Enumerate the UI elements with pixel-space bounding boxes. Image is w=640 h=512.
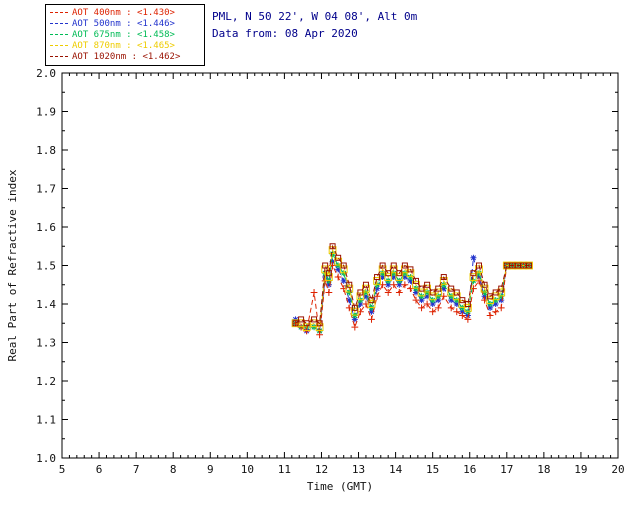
y-tick-label: 1.4 (36, 298, 56, 311)
legend-item-4: AOT 1020nm : <1.462> (50, 51, 200, 62)
legend-line-sample (50, 34, 68, 35)
legend-item-label: AOT 500nm : <1.446> (72, 18, 175, 29)
y-tick-label: 1.3 (36, 337, 56, 350)
x-axis-title: Time (GMT) (307, 480, 373, 493)
x-tick-label: 6 (96, 463, 103, 476)
x-axis: 5 6 7 8 9 10 11 12 13 14 15 16 17 18 19 20 (59, 73, 625, 476)
legend-line-sample (50, 12, 68, 13)
x-tick-label: 9 (207, 463, 214, 476)
y-tick-label: 2.0 (36, 67, 56, 80)
x-tick-label: 16 (463, 463, 476, 476)
y-axis: 1.0 1.1 1.2 1.3 1.4 1.5 1.6 1.7 1.8 1.9 2.0 (36, 67, 618, 465)
series-aot-870nm (291, 246, 533, 332)
y-tick-label: 1.0 (36, 452, 56, 465)
legend-item-1: AOT 500nm : <1.446> (50, 18, 200, 29)
legend-item-label: AOT 1020nm : <1.462> (72, 51, 181, 62)
legend-item-label: AOT 400nm : <1.430> (72, 7, 175, 18)
plot-header: PML, N 50 22', W 04 08', Alt 0m Data fro… (212, 8, 417, 42)
x-tick-label: 12 (315, 463, 328, 476)
legend-item-label: AOT 870nm : <1.465> (72, 40, 175, 51)
x-tick-label: 11 (278, 463, 291, 476)
legend-box: AOT 400nm : <1.430> AOT 500nm : <1.446> AO… (45, 4, 205, 66)
data-date: Data from: 08 Apr 2020 (212, 27, 358, 40)
y-tick-label: 1.7 (36, 183, 56, 196)
y-tick-label: 1.5 (36, 260, 56, 273)
y-tick-label: 1.8 (36, 144, 56, 157)
y-tick-label: 1.1 (36, 414, 56, 427)
legend-item-3: AOT 870nm : <1.465> (50, 40, 200, 51)
x-tick-label: 18 (537, 463, 550, 476)
y-tick-label: 1.2 (36, 375, 56, 388)
x-tick-label: 7 (133, 463, 140, 476)
series-aot-1020nm (292, 243, 533, 327)
x-tick-label: 8 (170, 463, 177, 476)
x-tick-label: 20 (611, 463, 624, 476)
legend-item-label: AOT 675nm : <1.458> (72, 29, 175, 40)
x-tick-label: 10 (241, 463, 254, 476)
y-tick-label: 1.9 (36, 106, 56, 119)
x-tick-label: 5 (59, 463, 66, 476)
legend-line-sample (50, 56, 68, 57)
site-info: PML, N 50 22', W 04 08', Alt 0m (212, 10, 418, 23)
x-tick-label: 15 (426, 463, 439, 476)
x-tick-label: 17 (500, 463, 513, 476)
legend-line-sample (50, 45, 68, 46)
x-tick-label: 14 (389, 463, 403, 476)
y-axis-title: Real Part of Refractive index (6, 169, 19, 361)
legend-line-sample (50, 23, 68, 24)
legend-item-0: AOT 400nm : <1.430> (50, 7, 200, 18)
x-tick-label: 19 (574, 463, 587, 476)
y-tick-label: 1.6 (36, 221, 56, 234)
legend-item-2: AOT 675nm : <1.458> (50, 29, 200, 40)
x-tick-label: 13 (352, 463, 365, 476)
